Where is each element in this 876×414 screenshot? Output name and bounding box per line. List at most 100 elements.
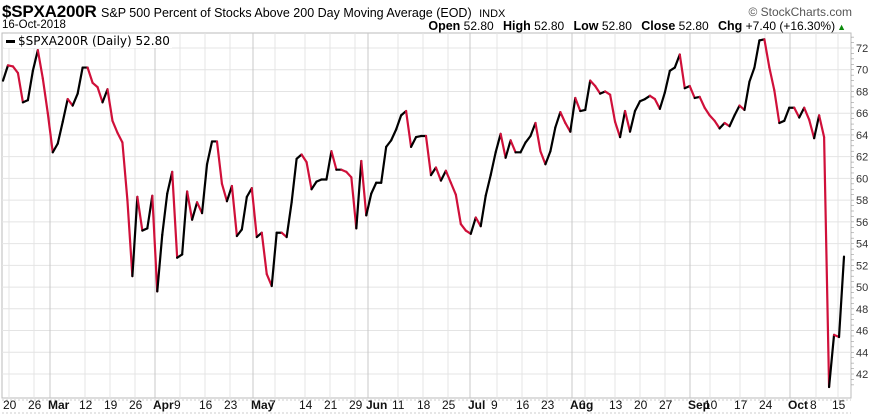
y-tick-label: 68	[856, 86, 868, 98]
series-segment	[71, 92, 79, 107]
series-segment	[260, 231, 268, 276]
series-segment	[613, 120, 622, 139]
x-tick-label: 10	[704, 398, 718, 412]
series-segment	[454, 193, 462, 226]
series-segment	[345, 170, 353, 179]
series-segment	[753, 39, 761, 69]
series-segment	[773, 89, 781, 125]
series-segment	[584, 79, 592, 112]
series-segment	[404, 109, 413, 148]
x-tick-label: May	[251, 398, 275, 412]
series-segment	[549, 126, 557, 153]
x-tick-label: 24	[759, 398, 773, 412]
y-tick-label: 64	[856, 130, 868, 142]
series-segment	[818, 114, 826, 139]
up-triangle-icon: ▲	[837, 22, 846, 32]
series-segment	[708, 114, 716, 122]
legend: $SPXA200R (Daily) 52.80	[4, 34, 172, 48]
series-segment	[434, 166, 443, 182]
x-tick-label: Mar	[48, 398, 70, 412]
series-segment	[126, 199, 134, 278]
series-segment	[504, 139, 512, 159]
series-segment	[370, 181, 378, 195]
series-segment	[300, 153, 308, 164]
series-segment	[171, 170, 179, 259]
exchange: INDX	[479, 8, 506, 20]
x-tick-label: 17	[734, 398, 748, 412]
series-segment	[290, 157, 298, 204]
series-segment	[240, 195, 248, 231]
series-segment	[529, 121, 537, 138]
low-label: Low	[573, 19, 599, 33]
x-tick-label: 8	[810, 398, 817, 412]
series-segment	[589, 79, 597, 88]
series-segment	[718, 121, 726, 130]
series-segment	[424, 134, 433, 177]
series-segment	[250, 187, 258, 239]
series-segment	[559, 111, 567, 125]
close-label: Close	[641, 19, 676, 33]
open-label: Open	[428, 19, 461, 33]
series-segment	[106, 88, 114, 122]
series-segment	[618, 109, 627, 139]
series-segment	[350, 176, 358, 230]
series-segment	[539, 150, 547, 166]
y-tick-label: 72	[856, 43, 868, 55]
chart-date: 16-Oct-2018	[2, 19, 66, 31]
series-segment	[409, 136, 418, 148]
brand-watermark[interactable]: © StockCharts.com	[748, 5, 852, 19]
series-segment	[235, 228, 243, 238]
series-segment	[623, 109, 632, 133]
series-segment	[743, 80, 751, 112]
series-segment	[76, 66, 84, 95]
y-tick-label: 46	[856, 326, 868, 338]
series-segment	[469, 216, 477, 235]
chart-title: $SPXA200R S&P 500 Percent of Stocks Abov…	[2, 2, 505, 22]
series-segment	[793, 106, 801, 119]
series-segment	[499, 132, 507, 159]
series-segment	[16, 71, 25, 104]
series-segment	[509, 139, 517, 154]
series-segment	[380, 145, 388, 184]
series-segment	[763, 38, 771, 69]
series-segment	[658, 91, 666, 110]
x-tick-label: 14	[299, 398, 313, 412]
series-segment	[36, 49, 44, 80]
series-segment	[449, 181, 457, 196]
series-segment	[494, 132, 502, 154]
series-segment	[609, 93, 617, 123]
close-value: 52.80	[678, 19, 709, 33]
series-segment	[156, 233, 164, 293]
y-tick-label: 56	[856, 217, 868, 229]
series-segment	[813, 114, 821, 140]
series-segment	[66, 97, 74, 107]
series-segment	[51, 142, 59, 154]
series-segment	[688, 84, 696, 100]
x-tick-label: 20	[634, 398, 648, 412]
series-segment	[61, 97, 69, 123]
x-tick-label: 13	[609, 398, 623, 412]
series-segment	[827, 333, 836, 389]
series-segment	[808, 118, 816, 140]
x-tick-label: Apr	[153, 398, 174, 412]
series-segment	[748, 66, 756, 83]
series-segment	[837, 255, 846, 339]
x-tick-label: 6	[579, 398, 586, 412]
series-segment	[544, 150, 552, 166]
series-segment	[41, 77, 49, 115]
x-tick-label: 23	[224, 398, 238, 412]
series-segment	[146, 194, 154, 230]
series-segment	[86, 66, 94, 84]
series-segment	[554, 111, 562, 129]
series-segment	[663, 69, 671, 94]
x-tick-label: Sep	[688, 398, 710, 412]
series-segment	[121, 141, 129, 202]
series-segment	[534, 121, 542, 153]
series-segment	[653, 97, 661, 110]
y-tick-label: 52	[856, 260, 868, 272]
series-segment	[459, 222, 467, 232]
high-label: High	[503, 19, 531, 33]
series-segment	[395, 114, 403, 131]
series-segment	[519, 141, 527, 154]
